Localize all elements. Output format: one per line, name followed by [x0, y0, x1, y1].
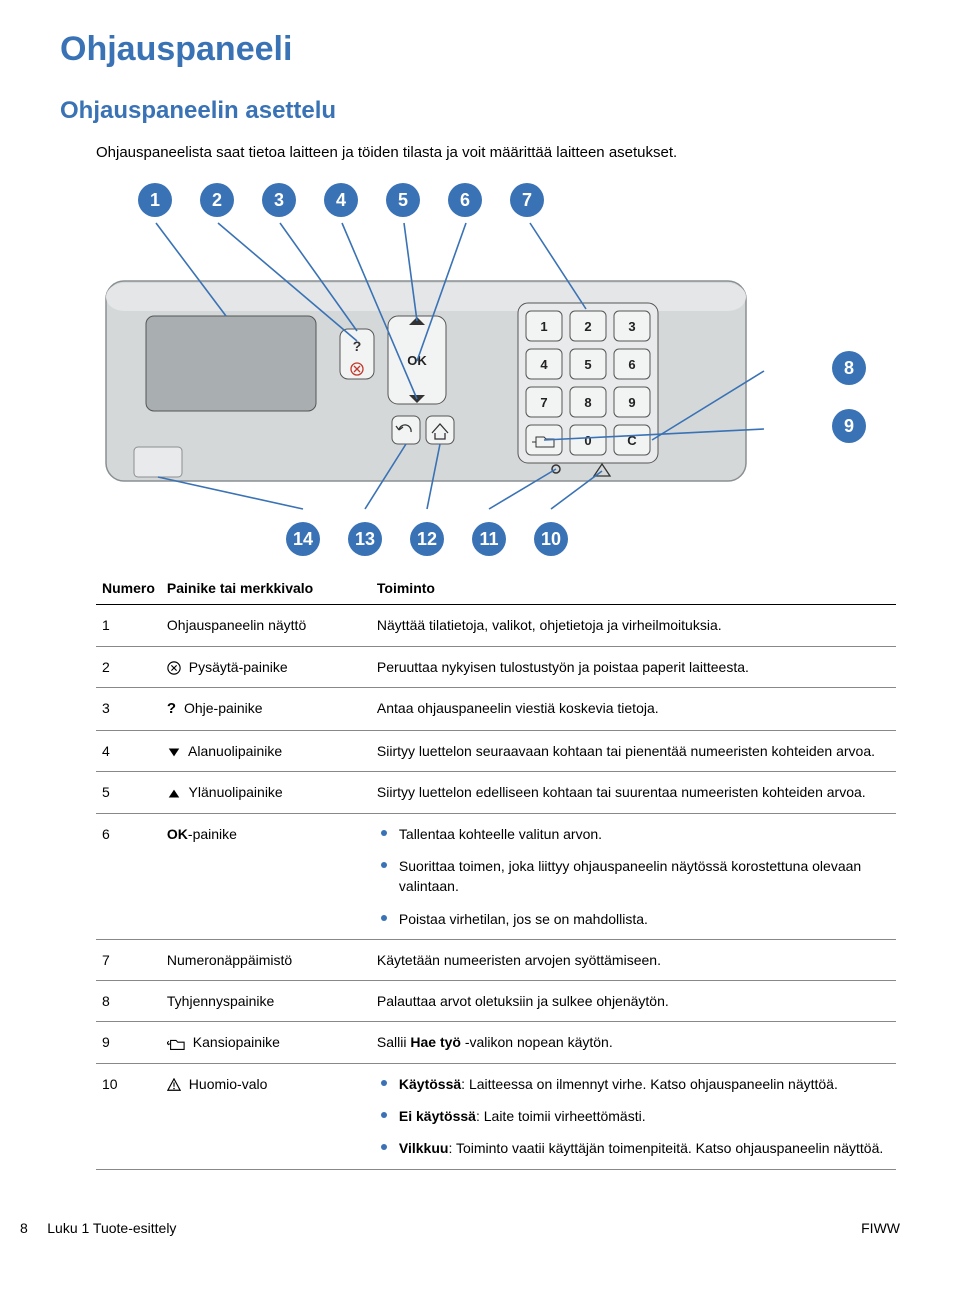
callout-5: 5	[386, 183, 420, 217]
cell-label: Tyhjennyspainike	[161, 981, 371, 1022]
callout-14: 14	[286, 522, 320, 556]
cell-function: Peruuttaa nykyisen tulostustyön ja poist…	[371, 646, 896, 687]
callout-10: 10	[534, 522, 568, 556]
cell-label: ? Ohje-painike	[161, 687, 371, 730]
th-painike: Painike tai merkkivalo	[161, 572, 371, 605]
control-panel-diagram: 1234567 ?OK1234567890C 89 1413121110	[96, 183, 900, 556]
cell-label: Pysäytä-painike	[161, 646, 371, 687]
callout-2: 2	[200, 183, 234, 217]
callout-6: 6	[448, 183, 482, 217]
callout-4: 4	[324, 183, 358, 217]
cell-number: 1	[96, 605, 161, 646]
callout-row-bottom: 14 13 12 11 10	[286, 522, 900, 556]
cell-number: 5	[96, 772, 161, 813]
callout-3: 3	[262, 183, 296, 217]
callout-11: 11	[472, 522, 506, 556]
table-row: 2 Pysäytä-painikePeruuttaa nykyisen tulo…	[96, 646, 896, 687]
svg-text:1: 1	[540, 319, 547, 334]
svg-text:4: 4	[540, 357, 548, 372]
section-subtitle: Ohjauspaneelin asettelu	[60, 97, 900, 125]
svg-text:2: 2	[584, 319, 591, 334]
cell-function: Palauttaa arvot oletuksiin ja sulkee ohj…	[371, 981, 896, 1022]
panel-svg-container: ?OK1234567890C 89	[96, 221, 816, 516]
cell-number: 3	[96, 687, 161, 730]
cell-function: Käytössä: Laitteessa on ilmennyt virhe. …	[371, 1063, 896, 1169]
chapter-label: Luku 1 Tuote-esittely	[47, 1220, 176, 1236]
cell-number: 6	[96, 813, 161, 939]
table-row: 3? Ohje-painikeAntaa ohjauspaneelin vies…	[96, 687, 896, 730]
th-numero: Numero	[96, 572, 161, 605]
cell-number: 4	[96, 731, 161, 772]
callout-13: 13	[348, 522, 382, 556]
cell-function: Näyttää tilatietoja, valikot, ohjetietoj…	[371, 605, 896, 646]
table-row: 4 AlanuolipainikeSiirtyy luettelon seura…	[96, 731, 896, 772]
table-row: 8 TyhjennyspainikePalauttaa arvot oletuk…	[96, 981, 896, 1022]
callout-1: 1	[138, 183, 172, 217]
page-number: 8	[20, 1220, 28, 1236]
callout-8: 8	[832, 351, 866, 385]
svg-text:0: 0	[584, 433, 591, 448]
callout-9: 9	[832, 409, 866, 443]
cell-label: OK-painike	[161, 813, 371, 939]
cell-label: Ylänuolipainike	[161, 772, 371, 813]
table-row: 1 Ohjauspaneelin näyttöNäyttää tilatieto…	[96, 605, 896, 646]
cell-number: 9	[96, 1022, 161, 1063]
cell-function: Siirtyy luettelon seuraavaan kohtaan tai…	[371, 731, 896, 772]
svg-text:9: 9	[628, 395, 635, 410]
cell-number: 7	[96, 939, 161, 980]
svg-text:3: 3	[628, 319, 635, 334]
list-item: Ei käytössä: Laite toimii virheettömästi…	[377, 1106, 890, 1126]
list-item: Tallentaa kohteelle valitun arvon.	[377, 824, 890, 844]
svg-text:5: 5	[584, 357, 591, 372]
cell-label: Alanuolipainike	[161, 731, 371, 772]
list-item: Käytössä: Laitteessa on ilmennyt virhe. …	[377, 1074, 890, 1094]
panel-illustration: ?OK1234567890C	[96, 221, 816, 511]
cell-label: Huomio-valo	[161, 1063, 371, 1169]
table-row: 10 Huomio-valo Käytössä: Laitteessa on il…	[96, 1063, 896, 1169]
cell-function: Antaa ohjauspaneelin viestiä koskevia ti…	[371, 687, 896, 730]
page-title: Ohjauspaneeli	[60, 30, 900, 69]
list-item: Poistaa virhetilan, jos se on mahdollist…	[377, 909, 890, 929]
callout-12: 12	[410, 522, 444, 556]
list-item: Vilkkuu: Toiminto vaatii käyttäjän toime…	[377, 1138, 890, 1158]
list-item: Suorittaa toimen, joka liittyy ohjauspan…	[377, 856, 890, 897]
cell-label: Kansiopainike	[161, 1022, 371, 1063]
reference-table: Numero Painike tai merkkivalo Toiminto 1…	[96, 572, 896, 1169]
cell-number: 10	[96, 1063, 161, 1169]
svg-text:7: 7	[540, 395, 547, 410]
cell-function: Sallii Hae työ -valikon nopean käytön.	[371, 1022, 896, 1063]
intro-paragraph: Ohjauspaneelista saat tietoa laitteen ja…	[96, 143, 900, 163]
table-row: 5 YlänuolipainikeSiirtyy luettelon edell…	[96, 772, 896, 813]
table-row: 9 KansiopainikeSallii Hae työ -valikon n…	[96, 1022, 896, 1063]
svg-text:6: 6	[628, 357, 635, 372]
cell-function: Siirtyy luettelon edelliseen kohtaan tai…	[371, 772, 896, 813]
callout-row-right: 89	[832, 351, 866, 443]
cell-label: Ohjauspaneelin näyttö	[161, 605, 371, 646]
cell-label: Numeronäppäimistö	[161, 939, 371, 980]
callout-7: 7	[510, 183, 544, 217]
page-footer: 8 Luku 1 Tuote-esittely FIWW	[60, 1220, 900, 1236]
table-row: 7 NumeronäppäimistöKäytetään numeeristen…	[96, 939, 896, 980]
cell-function: Tallentaa kohteelle valitun arvon. Suorit…	[371, 813, 896, 939]
callout-row-top: 1234567	[138, 183, 900, 217]
cell-function: Käytetään numeeristen arvojen syöttämise…	[371, 939, 896, 980]
svg-text:8: 8	[584, 395, 591, 410]
table-row: 6 OK-painikeTallentaa kohteelle valitun …	[96, 813, 896, 939]
cell-number: 8	[96, 981, 161, 1022]
th-toiminto: Toiminto	[371, 572, 896, 605]
footer-right: FIWW	[861, 1220, 900, 1236]
cell-number: 2	[96, 646, 161, 687]
